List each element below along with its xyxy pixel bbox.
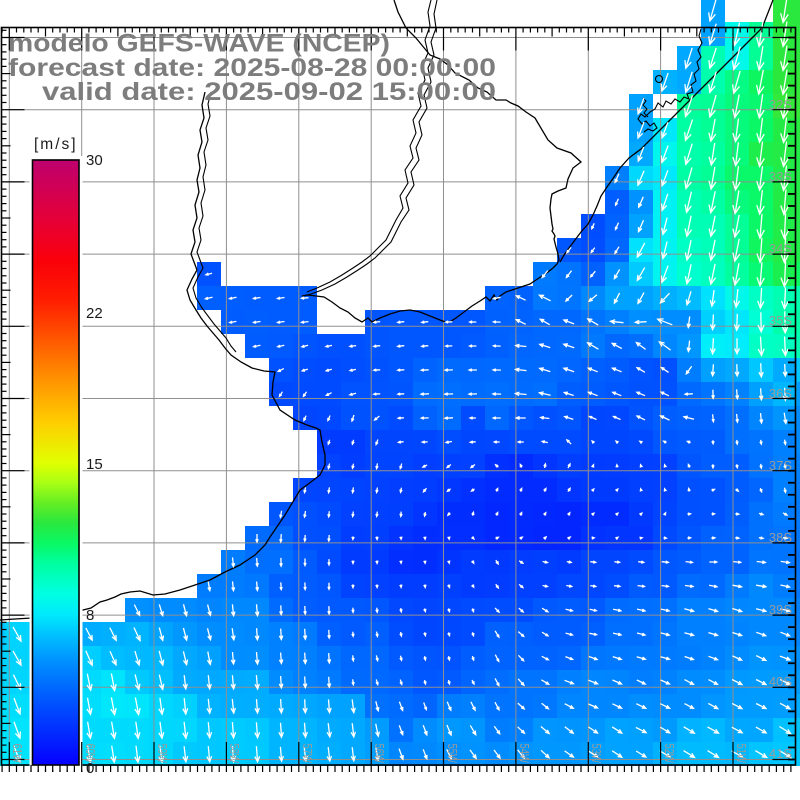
svg-text:56W: 56W	[372, 744, 387, 764]
svg-text:57W: 57W	[300, 744, 315, 764]
svg-text:34S: 34S	[769, 241, 792, 256]
svg-text:60W: 60W	[83, 744, 98, 764]
svg-text:53W: 53W	[589, 744, 604, 764]
svg-text:32S: 32S	[769, 97, 792, 112]
svg-text:58W: 58W	[227, 744, 242, 764]
svg-text:0: 0	[86, 760, 94, 777]
svg-text:valid date: 2025-09-02 15:00:0: valid date: 2025-09-02 15:00:00	[42, 78, 496, 106]
svg-text:modelo GEFS-WAVE (NCEP): modelo GEFS-WAVE (NCEP)	[8, 30, 390, 58]
svg-text:37S: 37S	[769, 458, 792, 473]
svg-text:39S: 39S	[769, 602, 792, 617]
svg-text:40S: 40S	[769, 674, 792, 689]
svg-text:forecast date: 2025-08-28 00:0: forecast date: 2025-08-28 00:00:00	[8, 54, 496, 82]
svg-text:36S: 36S	[769, 386, 792, 401]
svg-text:54W: 54W	[517, 744, 532, 764]
svg-text:51W: 51W	[734, 744, 749, 764]
svg-text:33S: 33S	[769, 169, 792, 184]
svg-text:35S: 35S	[769, 313, 792, 328]
svg-text:59W: 59W	[155, 744, 170, 764]
svg-text:41S: 41S	[769, 746, 792, 761]
svg-text:22: 22	[86, 305, 103, 322]
svg-text:30: 30	[86, 152, 103, 169]
svg-text:38S: 38S	[769, 530, 792, 545]
svg-text:[m/s]: [m/s]	[34, 136, 78, 153]
svg-text:61W: 61W	[10, 744, 25, 764]
svg-text:8: 8	[86, 607, 94, 624]
svg-text:55W: 55W	[445, 744, 460, 764]
svg-text:15: 15	[86, 456, 103, 473]
svg-text:52W: 52W	[662, 744, 677, 764]
